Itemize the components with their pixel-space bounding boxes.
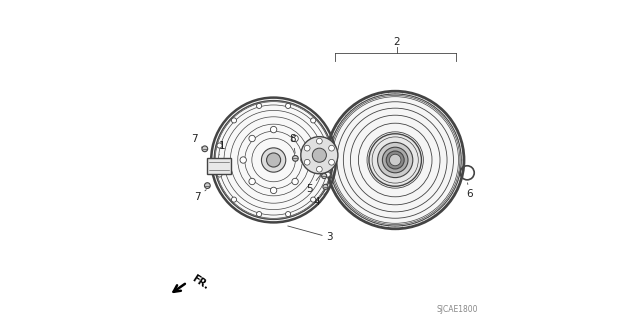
Circle shape: [317, 166, 323, 172]
Text: 4: 4: [314, 191, 328, 207]
Circle shape: [301, 137, 338, 174]
Circle shape: [217, 172, 222, 177]
Circle shape: [321, 173, 327, 179]
Circle shape: [232, 118, 237, 123]
Circle shape: [310, 197, 316, 202]
Circle shape: [304, 145, 310, 151]
Circle shape: [312, 148, 326, 162]
FancyBboxPatch shape: [207, 158, 231, 174]
Text: 8: 8: [289, 134, 296, 153]
Circle shape: [329, 159, 335, 165]
Circle shape: [326, 91, 464, 229]
Circle shape: [310, 118, 316, 123]
Circle shape: [387, 151, 404, 169]
Text: SJCAE1800: SJCAE1800: [437, 305, 479, 314]
Circle shape: [323, 184, 328, 189]
Circle shape: [285, 103, 291, 108]
Circle shape: [205, 183, 210, 188]
Circle shape: [301, 157, 307, 163]
Circle shape: [383, 147, 408, 173]
Text: 3: 3: [288, 226, 333, 243]
Circle shape: [369, 134, 422, 186]
Circle shape: [292, 135, 298, 142]
Text: 6: 6: [467, 183, 473, 199]
Circle shape: [267, 153, 281, 167]
Circle shape: [262, 148, 286, 172]
Text: 7: 7: [195, 190, 206, 202]
Text: 2: 2: [394, 36, 400, 47]
Text: 5: 5: [306, 173, 322, 195]
Circle shape: [249, 178, 255, 185]
Circle shape: [257, 212, 262, 217]
Circle shape: [317, 138, 323, 144]
Circle shape: [232, 197, 237, 202]
Text: 1: 1: [219, 140, 226, 155]
Circle shape: [240, 157, 246, 163]
Circle shape: [217, 143, 222, 148]
Circle shape: [292, 156, 298, 161]
Circle shape: [325, 143, 330, 148]
Text: FR.: FR.: [191, 274, 211, 292]
Circle shape: [285, 212, 291, 217]
Circle shape: [389, 154, 401, 166]
Circle shape: [304, 159, 310, 165]
Circle shape: [271, 126, 277, 133]
Circle shape: [329, 145, 335, 151]
Circle shape: [325, 172, 330, 177]
Circle shape: [378, 142, 413, 178]
Circle shape: [249, 135, 255, 142]
Circle shape: [257, 103, 262, 108]
Circle shape: [202, 146, 207, 152]
Circle shape: [271, 187, 277, 194]
Text: 7: 7: [191, 134, 202, 148]
Circle shape: [292, 178, 298, 185]
Circle shape: [211, 98, 336, 222]
